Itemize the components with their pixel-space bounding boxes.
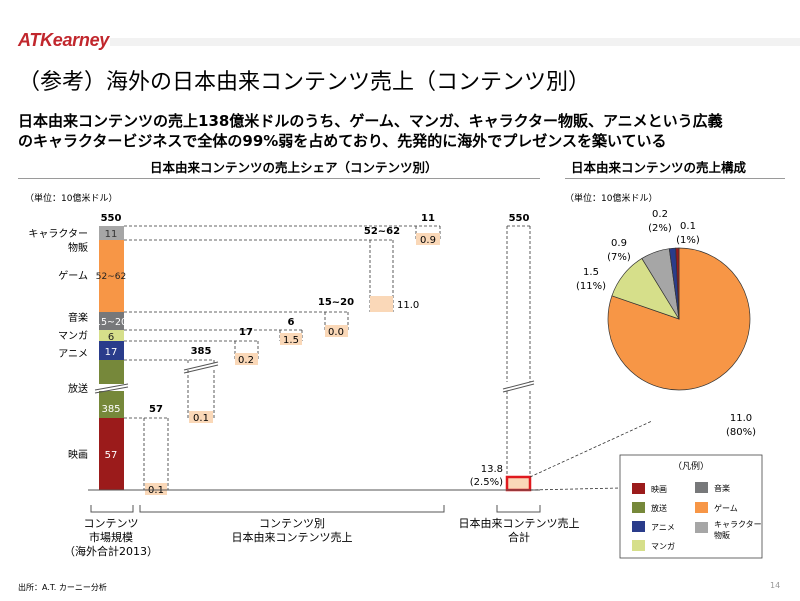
bar-seg-game bbox=[99, 240, 124, 312]
jp-value-broadcast: 0.1 bbox=[193, 413, 209, 424]
bar-value-manga: 6 bbox=[108, 332, 114, 343]
jp-box-film bbox=[145, 483, 167, 495]
xgroup-bycontent-1: コンテンツ別 bbox=[259, 517, 325, 530]
pie-label-film-value: 0.1 bbox=[680, 221, 696, 232]
jp-value-music: 0.0 bbox=[328, 327, 344, 338]
page-title: （参考）海外の日本由来コンテンツ売上（コンテンツ別） bbox=[18, 70, 591, 95]
pie-label-manga-pct: (11%) bbox=[576, 281, 606, 292]
legend-label-manga: マンガ bbox=[651, 541, 675, 551]
pie-label-anime-pct: (2%) bbox=[648, 223, 672, 234]
legend-label-broadcast: 放送 bbox=[651, 503, 667, 513]
legend-label-music: 音楽 bbox=[714, 483, 730, 493]
legend-items: 映画 音楽 放送 ゲーム アニメ キャラクター 物販 マンガ bbox=[632, 482, 762, 551]
pie-label-manga-value: 1.5 bbox=[583, 267, 599, 278]
col-top-character: 11 bbox=[421, 213, 435, 224]
jp-box-music bbox=[325, 325, 348, 337]
jp-value-manga: 1.5 bbox=[283, 335, 299, 346]
label-manga: マンガ bbox=[58, 330, 88, 342]
bar-total-label: 550 bbox=[101, 213, 122, 224]
right-unit-label: （単位：10億米ドル） bbox=[565, 192, 657, 204]
stacked-bar bbox=[94, 226, 129, 490]
left-unit-label: （単位：10億米ドル） bbox=[25, 192, 117, 204]
label-anime: アニメ bbox=[58, 349, 88, 360]
label-film: 映画 bbox=[68, 449, 88, 461]
total-japan-value: 13.8 bbox=[481, 464, 503, 475]
jp-value-character: 0.9 bbox=[420, 235, 436, 246]
bar-value-game: 52~62 bbox=[96, 272, 126, 282]
left-title-rule bbox=[18, 178, 540, 179]
page-number: 14 bbox=[770, 581, 781, 590]
jp-box-manga bbox=[280, 333, 302, 345]
total-japan-pct: (2.5%) bbox=[470, 477, 503, 488]
bar-value-film: 57 bbox=[105, 450, 118, 461]
jp-box-game bbox=[370, 296, 393, 312]
pie-slice-film bbox=[675, 247, 680, 320]
group-brackets bbox=[90, 505, 541, 513]
right-title-rule bbox=[565, 178, 785, 179]
col-top-manga: 6 bbox=[288, 317, 295, 328]
legend-label-character-1: キャラクター bbox=[714, 520, 762, 529]
connector-lines bbox=[124, 225, 531, 490]
jp-box-character bbox=[416, 233, 440, 245]
label-character-1: キャラクター bbox=[28, 228, 88, 240]
bar-break-line-1 bbox=[94, 383, 129, 391]
bar-seg-manga bbox=[99, 330, 124, 341]
bar-value-broadcast: 385 bbox=[101, 404, 120, 415]
legend-label-character-2: 物販 bbox=[714, 530, 730, 540]
pie-label-char-value: 0.9 bbox=[611, 238, 627, 249]
col-top-anime: 17 bbox=[239, 327, 253, 338]
right-chart-title: 日本由来コンテンツの売上構成 bbox=[571, 160, 747, 175]
jp-value-anime: 0.2 bbox=[238, 355, 254, 366]
bar-value-character: 11 bbox=[105, 229, 118, 240]
xgroup-market-3: （海外合計2013） bbox=[64, 544, 158, 558]
total-japan-box bbox=[505, 475, 532, 492]
japan-value-boxes bbox=[145, 233, 440, 495]
col-top-broadcast: 385 bbox=[191, 346, 212, 357]
legend-label-film: 映画 bbox=[651, 484, 667, 494]
label-music: 音楽 bbox=[68, 311, 88, 324]
legend-label-game: ゲーム bbox=[714, 503, 738, 513]
pie-chart bbox=[607, 247, 751, 391]
col-top-film: 57 bbox=[149, 404, 163, 415]
jp-value-game: 11.0 bbox=[397, 300, 419, 311]
left-chart-title: 日本由来コンテンツの売上シェア（コンテンツ別） bbox=[150, 160, 438, 175]
bar-seg-anime bbox=[99, 341, 124, 360]
pie-label-anime-value: 0.2 bbox=[652, 209, 668, 220]
col-top-total: 550 bbox=[509, 213, 530, 224]
label-broadcast: 放送 bbox=[68, 382, 88, 395]
subtitle-line-1: 日本由来コンテンツの売上138億米ドルのうち、ゲーム、マンガ、キャラクター物販、… bbox=[18, 112, 723, 130]
pie-label-char-pct: (7%) bbox=[607, 252, 631, 263]
col-top-game: 52~62 bbox=[364, 226, 400, 237]
subtitle-line-2: のキャラクタービジネスで全体の99%弱を占めており、先発的に海外でプレゼンスを築… bbox=[18, 132, 667, 150]
legend-label-anime: アニメ bbox=[651, 523, 675, 532]
label-game: ゲーム bbox=[58, 270, 88, 282]
xgroup-market-1: コンテンツ bbox=[84, 517, 139, 530]
source-note: 出所：A.T. カーニー分析 bbox=[18, 583, 107, 592]
jp-box-anime bbox=[235, 353, 258, 365]
bar-break-line-2 bbox=[94, 386, 129, 394]
label-character-2: 物販 bbox=[68, 241, 88, 254]
zoom-line-top bbox=[529, 420, 653, 478]
xgroup-bycontent-2: 日本由来コンテンツ売上 bbox=[232, 530, 353, 544]
legend-title: （凡例） bbox=[673, 460, 709, 472]
xgroup-total-1: 日本由来コンテンツ売上 bbox=[459, 516, 580, 530]
xgroup-market-2: 市場規模 bbox=[89, 530, 133, 544]
bar-seg-film bbox=[99, 418, 124, 490]
zoom-line-bottom bbox=[529, 487, 621, 491]
bar-seg-character bbox=[99, 226, 124, 240]
bar-value-music: 15~20 bbox=[95, 317, 127, 328]
bar-seg-music bbox=[99, 312, 124, 330]
column-break-marks bbox=[183, 361, 535, 393]
pie-label-film-pct: (1%) bbox=[676, 235, 700, 246]
jp-box-broadcast bbox=[189, 411, 213, 423]
pie-label-game-pct: (80%) bbox=[726, 427, 756, 438]
bar-value-anime: 17 bbox=[105, 347, 118, 358]
pie-label-game-value: 11.0 bbox=[730, 413, 752, 424]
company-logo: ATKearney bbox=[18, 30, 110, 50]
header-band bbox=[110, 38, 800, 46]
xgroup-total-2: 合計 bbox=[508, 530, 530, 544]
col-top-music: 15~20 bbox=[318, 297, 354, 308]
